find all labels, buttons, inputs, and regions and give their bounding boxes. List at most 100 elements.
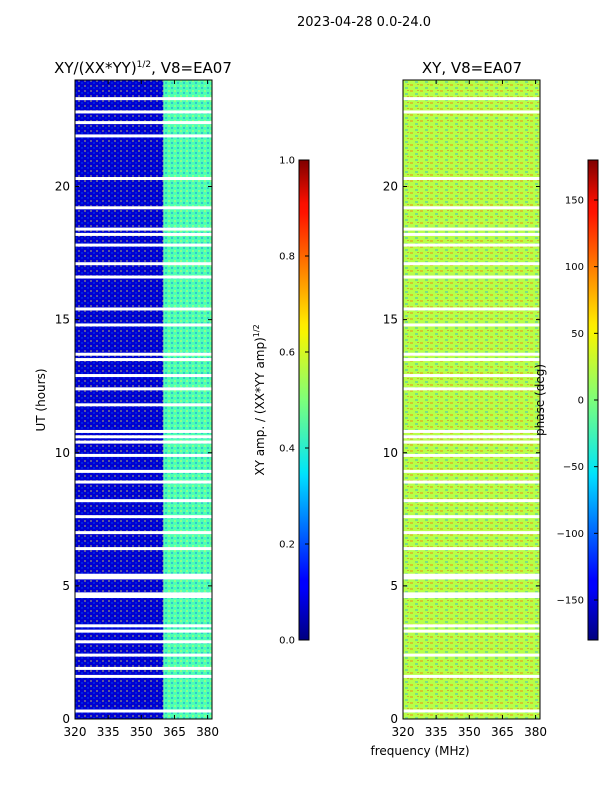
phase-colorbar: −150 −100 −50 0 50 100 150 phase (deg) bbox=[533, 159, 599, 641]
phase-flagged-row bbox=[403, 653, 540, 657]
phase-flagged-row bbox=[403, 453, 540, 457]
amp-flagged-row bbox=[75, 110, 212, 114]
phase-x-tick-label: 365 bbox=[491, 725, 514, 739]
amp-flagged-row bbox=[75, 352, 212, 356]
phase-y-tick-label: 0 bbox=[390, 712, 398, 726]
phase-colorbar-tick-label: 100 bbox=[565, 262, 584, 273]
figure-suptitle: 2023-04-28 0.0-24.0 bbox=[297, 15, 431, 30]
amp-flagged-row bbox=[75, 453, 212, 457]
amp-flagged-row bbox=[75, 435, 212, 439]
amp-y-tick-label: 20 bbox=[55, 180, 70, 194]
phase-flagged-row bbox=[403, 576, 540, 580]
phase-flagged-row bbox=[403, 629, 540, 633]
phase-band-texture-0 bbox=[403, 80, 540, 719]
phase-flagged-row bbox=[403, 440, 540, 444]
phase-colorbar-tick-label: −50 bbox=[563, 462, 584, 473]
amp-flagged-row bbox=[75, 134, 212, 138]
amplitude-heatmap-panel: XY/(XX*YY)1/2, V8=EA07 320 335 350 365 380 0… bbox=[34, 59, 232, 739]
amp-flagged-row bbox=[75, 307, 212, 311]
phase-y-axis: 0 5 10 15 20 bbox=[383, 180, 540, 726]
amp-flagged-row bbox=[75, 177, 212, 181]
amplitude-colorbar-ticks: 0.0 0.2 0.4 0.6 0.8 1.0 bbox=[279, 156, 309, 647]
phase-flagged-row bbox=[403, 595, 540, 599]
amplitude-x-axis: 320 335 350 365 380 bbox=[64, 80, 219, 739]
phase-flagged-row bbox=[403, 469, 540, 473]
phase-flagged-row bbox=[403, 429, 540, 433]
amp-x-tick-label: 380 bbox=[196, 725, 219, 739]
phase-flagged-row bbox=[403, 547, 540, 551]
phase-colorbar-tick-label: −150 bbox=[557, 596, 584, 607]
phase-x-axis: 320 335 350 365 380 bbox=[392, 80, 547, 739]
phase-y-tick-label: 15 bbox=[383, 313, 398, 327]
amp-flagged-row bbox=[75, 573, 212, 577]
amp-flagged-row bbox=[75, 387, 212, 391]
amp-flagged-row bbox=[75, 469, 212, 473]
amp-y-tick-label: 0 bbox=[62, 712, 70, 726]
phase-flagged-row bbox=[403, 206, 540, 210]
amp-flagged-row bbox=[75, 674, 212, 678]
phase-flagged-row bbox=[403, 177, 540, 181]
amp-band-texture-0 bbox=[75, 80, 164, 719]
amplitude-colorbar-label: XY amp. / (XX*YY amp)1/2 bbox=[252, 324, 267, 475]
amplitude-y-axis: 0 5 10 15 20 bbox=[55, 180, 212, 726]
amplitude-colorbar-label-sup: 1/2 bbox=[252, 324, 261, 337]
phase-flagged-row bbox=[403, 674, 540, 678]
phase-flagged-row bbox=[403, 262, 540, 266]
amplitude-heatmap-image bbox=[75, 80, 212, 719]
phase-x-tick-label: 350 bbox=[458, 725, 481, 739]
amp-flagged-row bbox=[75, 243, 212, 247]
phase-colorbar-tick-label: 50 bbox=[571, 329, 584, 340]
amp-flagged-row bbox=[75, 531, 212, 535]
amp-y-tick-label: 10 bbox=[55, 446, 70, 460]
phase-flagged-row bbox=[403, 97, 540, 101]
amp-flagged-row bbox=[75, 640, 212, 644]
phase-flagged-row bbox=[403, 435, 540, 439]
phase-heatmap-panel: XY, V8=EA07 320 335 350 365 380 0 5 10 15 20 bbox=[383, 59, 547, 739]
phase-flagged-row bbox=[403, 232, 540, 236]
phase-heatmap-image bbox=[403, 80, 540, 719]
amp-flagged-row bbox=[75, 323, 212, 327]
phase-colorbar-tick-label: −100 bbox=[557, 529, 584, 540]
amp-flagged-row bbox=[75, 629, 212, 633]
amp-band-texture-1 bbox=[163, 80, 212, 719]
shared-x-axis-label: frequency (MHz) bbox=[370, 744, 469, 758]
amplitude-colorbar: 0.0 0.2 0.4 0.6 0.8 1.0 XY amp. / (XX*YY amp)… bbox=[252, 156, 310, 647]
phase-flagged-row bbox=[403, 515, 540, 519]
phase-x-tick-label: 335 bbox=[425, 725, 448, 739]
amp-flagged-row bbox=[75, 499, 212, 503]
amp-colorbar-tick-label: 0.6 bbox=[279, 348, 295, 359]
phase-flagged-row bbox=[403, 573, 540, 577]
phase-flagged-row bbox=[403, 592, 540, 596]
amp-flagged-row bbox=[75, 275, 212, 279]
phase-flagged-row bbox=[403, 110, 540, 114]
amp-x-tick-label: 320 bbox=[64, 725, 87, 739]
amplitude-panel-title: XY/(XX*YY)1/2, V8=EA07 bbox=[54, 59, 232, 77]
amp-flagged-row bbox=[75, 358, 212, 362]
amp-colorbar-tick-label: 0.8 bbox=[279, 252, 295, 263]
amp-flagged-row bbox=[75, 429, 212, 433]
phase-flagged-row bbox=[403, 275, 540, 279]
amp-flagged-row bbox=[75, 227, 212, 231]
phase-x-tick-label: 320 bbox=[392, 725, 415, 739]
amp-y-tick-label: 15 bbox=[55, 313, 70, 327]
amp-flagged-row bbox=[75, 576, 212, 580]
amp-x-tick-label: 365 bbox=[163, 725, 186, 739]
amplitude-colorbar-label-main: XY amp. / (XX*YY amp) bbox=[253, 337, 267, 475]
phase-flagged-row bbox=[403, 709, 540, 713]
amp-flagged-row bbox=[75, 709, 212, 713]
amp-flagged-row bbox=[75, 374, 212, 378]
phase-flagged-row bbox=[403, 387, 540, 391]
phase-flagged-row bbox=[403, 352, 540, 356]
amp-flagged-row bbox=[75, 206, 212, 210]
amplitude-plot-frame bbox=[74, 79, 213, 720]
amp-flagged-row bbox=[75, 440, 212, 444]
amp-flagged-row bbox=[75, 403, 212, 407]
phase-colorbar-tick-label: 150 bbox=[565, 196, 584, 207]
amp-flagged-row bbox=[75, 515, 212, 519]
amp-flagged-row bbox=[75, 592, 212, 596]
amp-colorbar-tick-label: 0.4 bbox=[279, 444, 295, 455]
amp-flagged-row bbox=[75, 262, 212, 266]
phase-flagged-row bbox=[403, 323, 540, 327]
amplitude-title-main: XY/(XX*YY) bbox=[54, 59, 137, 77]
phase-colorbar-ticks: −150 −100 −50 0 50 100 150 bbox=[557, 196, 598, 607]
